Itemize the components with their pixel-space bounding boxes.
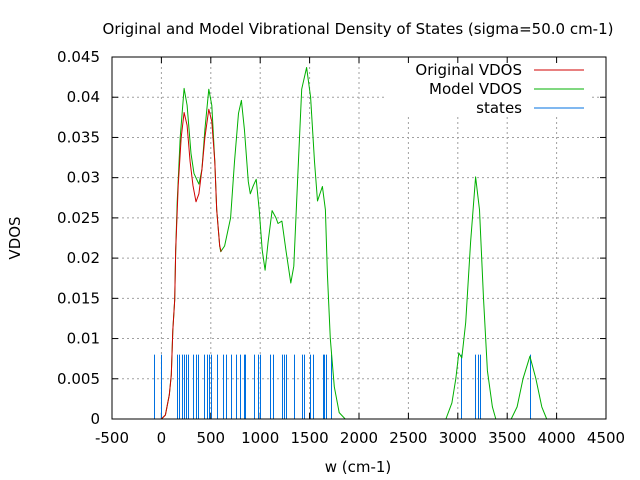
y-tick-label: 0.02 [67,249,100,267]
x-tick-label: 1500 [291,429,329,447]
x-tick-label: 3500 [488,429,526,447]
legend-label-model: Model VDOS [429,80,522,98]
legend-label-original: Original VDOS [415,61,522,79]
x-axis-label: w (cm-1) [325,458,392,476]
y-tick-label: 0 [90,410,100,428]
y-tick-label: 0.015 [57,289,100,307]
series-states [154,354,531,419]
x-tick-labels: -500 0 500 1000 1500 2000 2500 3000 3500 4000 4500 [95,429,625,447]
x-tick-label: 1000 [241,429,279,447]
x-tick-label: 2500 [389,429,427,447]
series-model-vdos [161,67,548,420]
x-tick-label: 4000 [538,429,576,447]
y-tick-label: 0.005 [57,370,100,388]
legend-label-states: states [476,99,522,117]
y-tick-label: 0.035 [57,128,100,146]
legend: Original VDOS Model VDOS states [415,61,584,117]
y-tick-label: 0.03 [67,169,100,187]
y-tick-labels: 0 0.005 0.01 0.015 0.02 0.025 0.03 0.035 0.04 0.0… [57,48,100,428]
grid-lines [112,57,606,419]
y-tick-label: 0.01 [67,330,100,348]
y-tick-label: 0.025 [57,209,100,227]
x-tick-label: 0 [157,429,167,447]
x-tick-label: 3000 [439,429,477,447]
chart-title: Original and Model Vibrational Density o… [103,20,614,38]
y-tick-label: 0.04 [67,88,100,106]
x-tick-label: -500 [95,429,129,447]
x-tick-label: 2000 [340,429,378,447]
x-tick-label: 4500 [587,429,625,447]
x-tick-label: 500 [196,429,225,447]
series-layer [154,67,548,420]
plot-frame [111,56,607,420]
y-axis-label: VDOS [6,216,24,259]
y-tick-label: 0.045 [57,48,100,66]
series-original-vdos [161,108,222,420]
